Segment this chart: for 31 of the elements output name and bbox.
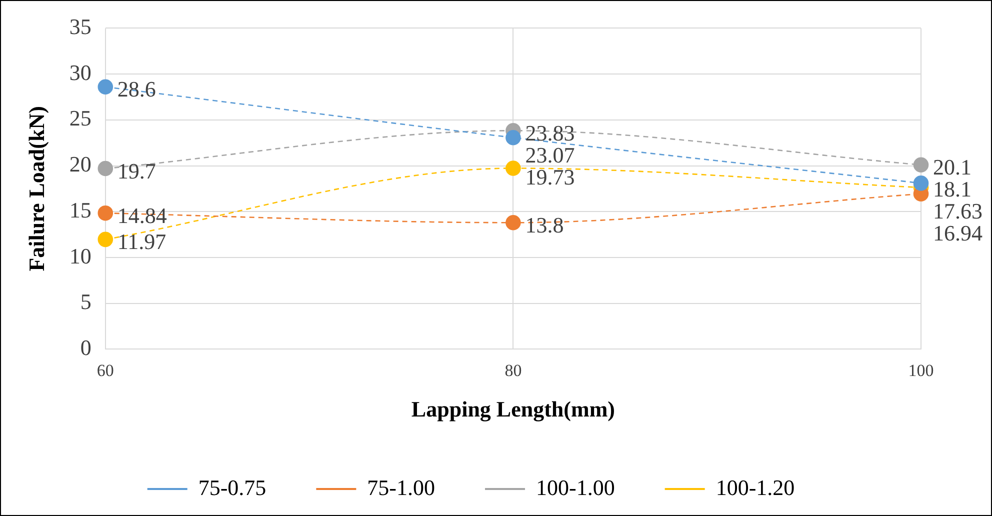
y-tick-label: 10 — [69, 243, 92, 268]
legend-label: 100-1.20 — [716, 474, 795, 500]
x-axis-title: Lapping Length(mm) — [411, 396, 615, 422]
y-tick-label: 35 — [69, 14, 92, 39]
data-label: 11.97 — [117, 229, 166, 254]
point — [913, 176, 929, 191]
point — [98, 79, 114, 95]
point — [506, 130, 521, 146]
x-tick-label: 60 — [96, 360, 114, 380]
y-tick-label: 20 — [69, 152, 92, 177]
y-axis-title: Failure Load(kN) — [24, 106, 49, 272]
x-tick-label: 100 — [908, 360, 934, 380]
data-label: 13.8 — [525, 212, 564, 238]
y-tick-label: 25 — [69, 106, 92, 131]
data-label: 19.7 — [117, 158, 156, 184]
point — [98, 205, 114, 221]
x-tick-label: 80 — [504, 360, 522, 380]
legend-label: 100-1.00 — [536, 474, 615, 500]
data-label: 14.84 — [117, 202, 167, 228]
data-label: 28.6 — [117, 76, 156, 102]
point — [98, 160, 114, 176]
y-tick-label: 30 — [69, 60, 92, 85]
point — [506, 214, 521, 230]
point — [98, 232, 114, 248]
y-tick-label: 15 — [69, 197, 92, 222]
y-tick-label: 0 — [80, 334, 92, 360]
y-tick-label: 5 — [80, 289, 92, 314]
legend-label: 75-0.75 — [198, 474, 266, 500]
point — [913, 157, 929, 173]
point — [506, 160, 521, 176]
legend-label: 75-1.00 — [367, 474, 435, 500]
